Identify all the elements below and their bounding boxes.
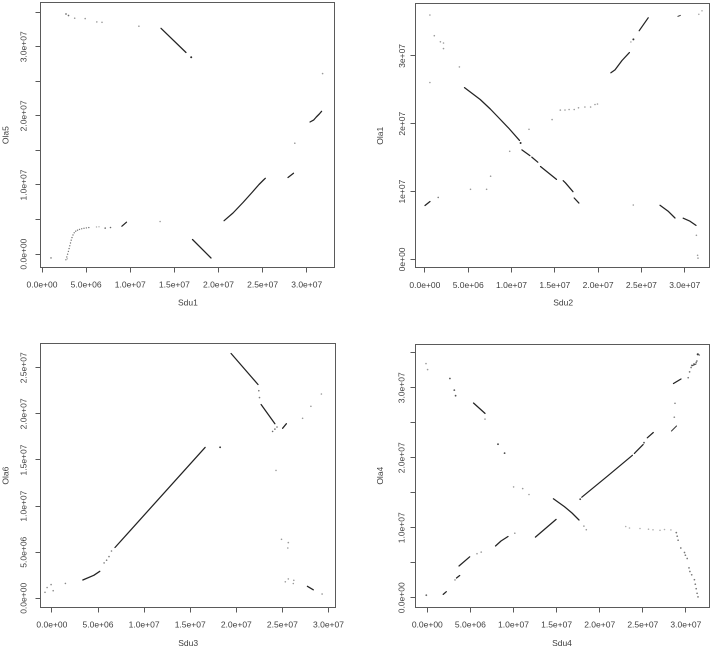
svg-text:1.0e+07: 1.0e+07 bbox=[19, 169, 29, 200]
svg-text:0.0e+00: 0.0e+00 bbox=[19, 238, 29, 269]
svg-text:3.0e+07: 3.0e+07 bbox=[291, 279, 322, 289]
svg-text:1.5e+07: 1.5e+07 bbox=[541, 620, 572, 630]
svg-text:3.0e+07: 3.0e+07 bbox=[670, 620, 701, 630]
svg-text:2.5e+07: 2.5e+07 bbox=[19, 352, 29, 383]
svg-text:2.0e+07: 2.0e+07 bbox=[19, 398, 29, 429]
svg-text:2.5e+07: 2.5e+07 bbox=[267, 620, 298, 630]
svg-text:Ola1: Ola1 bbox=[375, 127, 385, 145]
svg-text:5.0e+06: 5.0e+06 bbox=[71, 279, 102, 289]
svg-text:2.0e+07: 2.0e+07 bbox=[583, 280, 614, 290]
svg-text:2.0e+07: 2.0e+07 bbox=[396, 442, 406, 473]
svg-text:1.0e+07: 1.0e+07 bbox=[19, 490, 29, 521]
svg-text:2.0e+07: 2.0e+07 bbox=[19, 100, 29, 131]
svg-text:2.5e+07: 2.5e+07 bbox=[626, 280, 657, 290]
svg-text:5.0e+06: 5.0e+06 bbox=[19, 536, 29, 567]
svg-text:2.0e+07: 2.0e+07 bbox=[203, 279, 234, 289]
svg-text:2.5e+07: 2.5e+07 bbox=[627, 620, 658, 630]
svg-text:3.0e+07: 3.0e+07 bbox=[313, 620, 344, 630]
svg-text:Ola6: Ola6 bbox=[1, 466, 11, 484]
svg-text:1.0e+07: 1.0e+07 bbox=[115, 279, 146, 289]
svg-text:Ola5: Ola5 bbox=[1, 126, 11, 144]
svg-text:2.0e+07: 2.0e+07 bbox=[584, 620, 615, 630]
svg-text:5.0e+06: 5.0e+06 bbox=[83, 620, 114, 630]
svg-text:0.0e+00: 0.0e+00 bbox=[409, 280, 440, 290]
svg-text:1.5e+07: 1.5e+07 bbox=[159, 279, 190, 289]
svg-text:3.0e+07: 3.0e+07 bbox=[396, 372, 406, 403]
svg-text:0.0e+00: 0.0e+00 bbox=[36, 620, 67, 630]
svg-text:2.0e+07: 2.0e+07 bbox=[221, 620, 252, 630]
svg-text:0.0e+00: 0.0e+00 bbox=[412, 620, 443, 630]
svg-text:Ola4: Ola4 bbox=[375, 466, 385, 484]
svg-text:2.5e+07: 2.5e+07 bbox=[247, 279, 278, 289]
svg-text:0e+00: 0e+00 bbox=[397, 247, 407, 271]
svg-text:Sdu2: Sdu2 bbox=[553, 298, 573, 308]
svg-text:1.5e+07: 1.5e+07 bbox=[175, 620, 206, 630]
svg-text:0.0e+00: 0.0e+00 bbox=[27, 279, 58, 289]
svg-text:1.0e+07: 1.0e+07 bbox=[498, 620, 529, 630]
svg-text:5.0e+06: 5.0e+06 bbox=[453, 280, 484, 290]
svg-text:5.0e+06: 5.0e+06 bbox=[455, 620, 486, 630]
svg-text:Sdu1: Sdu1 bbox=[178, 298, 198, 308]
svg-text:3e+07: 3e+07 bbox=[397, 44, 407, 68]
svg-text:1.5e+07: 1.5e+07 bbox=[19, 444, 29, 475]
svg-text:1e+07: 1e+07 bbox=[397, 179, 407, 203]
svg-text:3.0e+07: 3.0e+07 bbox=[19, 31, 29, 62]
svg-text:1.0e+07: 1.0e+07 bbox=[129, 620, 160, 630]
svg-text:3.0e+07: 3.0e+07 bbox=[669, 280, 700, 290]
svg-text:1.0e+07: 1.0e+07 bbox=[496, 280, 527, 290]
svg-text:Sdu4: Sdu4 bbox=[552, 638, 572, 648]
svg-text:1.5e+07: 1.5e+07 bbox=[539, 280, 570, 290]
svg-text:2e+07: 2e+07 bbox=[397, 111, 407, 135]
svg-text:1.0e+07: 1.0e+07 bbox=[396, 512, 406, 543]
svg-text:Sdu3: Sdu3 bbox=[178, 638, 198, 648]
svg-text:0.0e+00: 0.0e+00 bbox=[396, 582, 406, 613]
svg-text:0.0e+00: 0.0e+00 bbox=[19, 583, 29, 614]
